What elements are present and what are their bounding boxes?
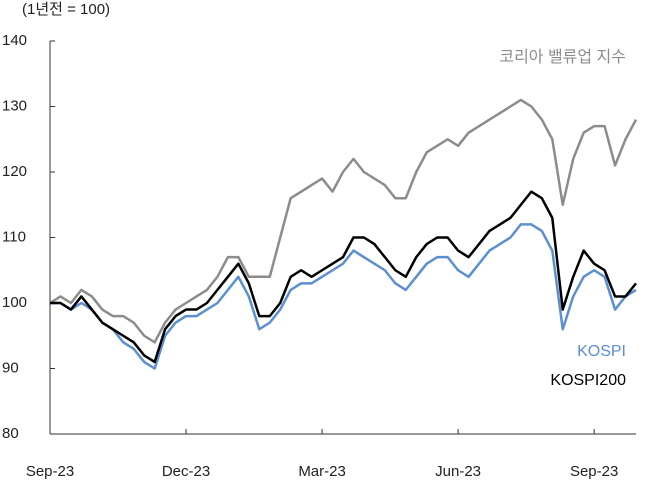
y-tick-label: 130 (2, 97, 27, 114)
series-line (50, 190, 637, 364)
x-tick-label: Dec-23 (162, 463, 210, 480)
y-tick-label: 80 (2, 425, 19, 442)
series-line (49, 98, 638, 344)
y-tick-label: 120 (2, 163, 27, 180)
x-tick-label: Jun-23 (435, 463, 481, 480)
legend-label: KOSPI (577, 343, 626, 360)
y-tick-label: 110 (2, 228, 26, 245)
x-tick-label: Sep-23 (26, 463, 74, 480)
x-tick-label: Sep-23 (570, 463, 618, 480)
legend-label: KOSPI200 (550, 372, 626, 389)
y-axis-label: (1년전 = 100) (22, 1, 110, 18)
series-line (50, 223, 637, 370)
y-tick-label: 100 (2, 294, 27, 311)
y-tick-label: 140 (2, 32, 27, 49)
y-tick-label: 90 (2, 359, 19, 376)
x-tick-label: Mar-23 (298, 463, 346, 480)
legend-label: 코리아 밸류업 지수 (499, 48, 626, 66)
